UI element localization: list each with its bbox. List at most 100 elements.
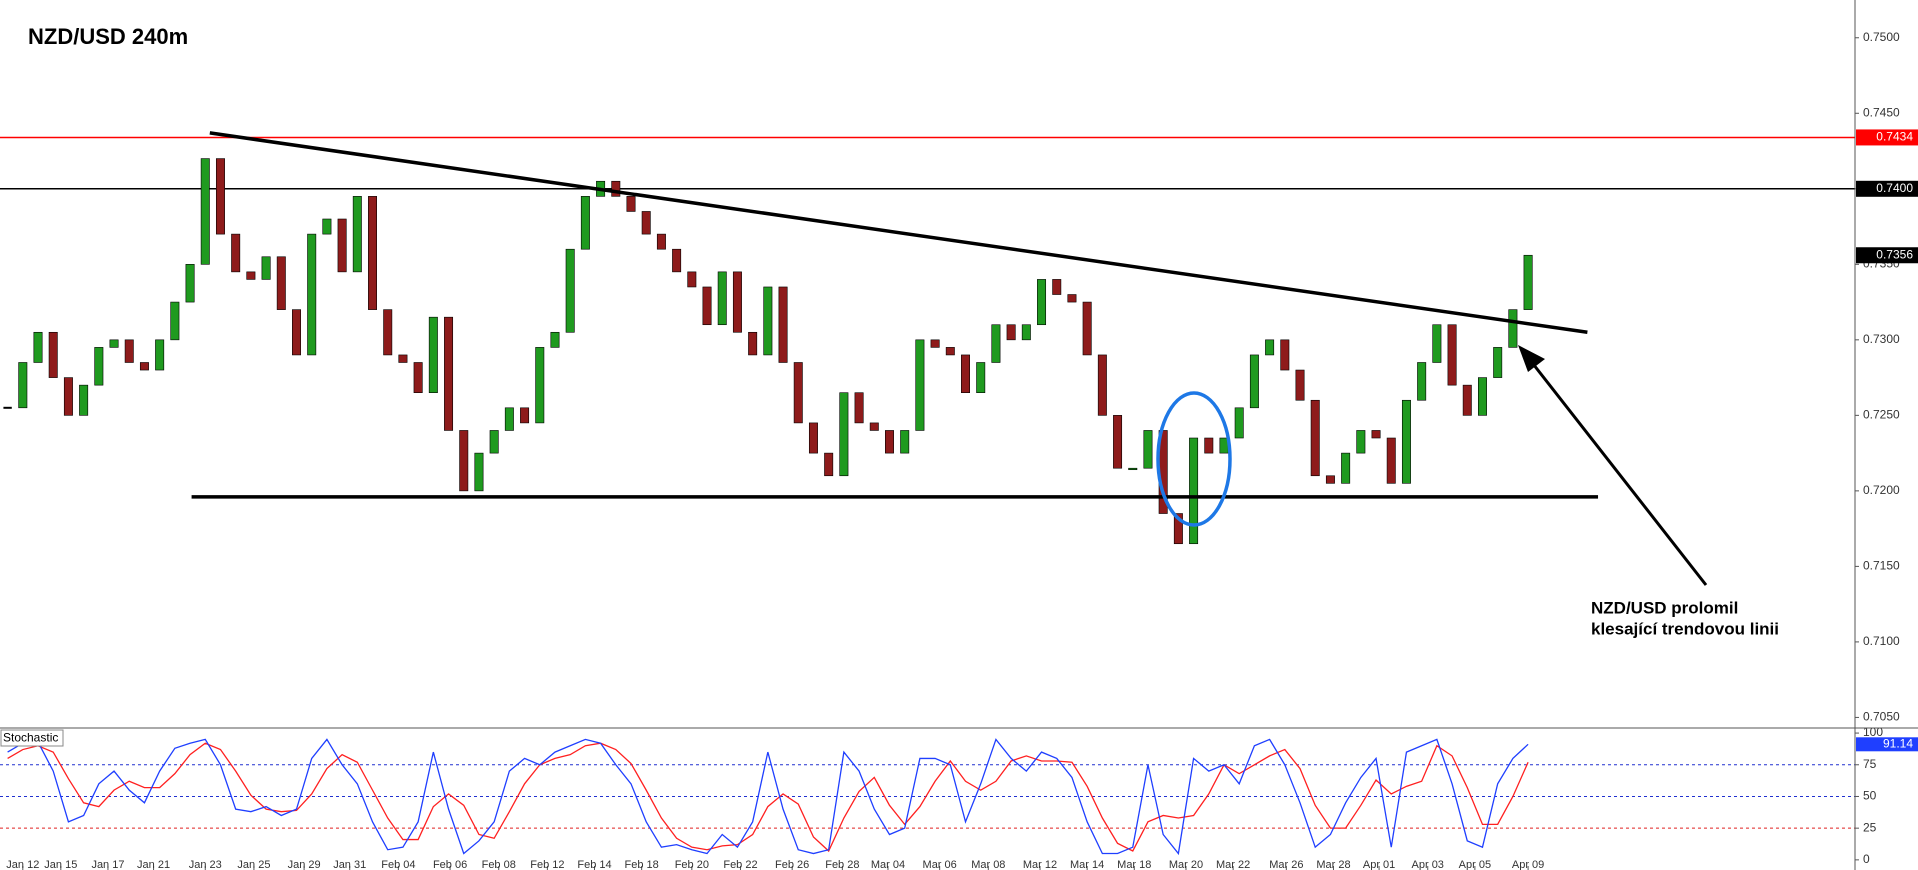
candle [1523,254,1533,310]
candle [307,233,317,356]
candle [535,347,545,424]
candle [18,362,28,409]
x-tick-label: Mar 14 [1070,859,1104,870]
candle [672,248,682,273]
candle [1310,399,1320,477]
x-tick-label: Mar 18 [1117,859,1151,870]
x-tick-label: Apr 01 [1363,859,1395,870]
candle [930,339,940,348]
candle [1021,324,1031,341]
x-tick-label: Jan 15 [44,859,77,870]
candle [200,158,210,265]
plot-layer: 0.70500.71000.71500.72000.72500.73000.73… [0,30,1900,870]
highlight-ellipse [1156,391,1232,527]
candle [656,233,666,250]
candle [945,347,955,356]
level-badge-label: 0.7400 [1876,181,1913,195]
x-tick-label: Apr 05 [1459,859,1491,870]
y-tick-label: 0.7100 [1863,634,1900,648]
level-badge [1856,129,1918,146]
candle [839,392,849,477]
y-tick-label: 0 [1863,852,1870,866]
candle [3,406,12,409]
candle [915,339,925,431]
candle [155,339,165,371]
candle [1006,324,1016,341]
x-tick-label: Jan 23 [189,859,222,870]
candle [368,196,378,310]
y-tick-label: 0.7250 [1863,408,1900,422]
y-tick-label: 100 [1863,725,1883,739]
candle [246,271,256,280]
candle [748,331,758,356]
candle [687,271,697,288]
candle [231,233,241,273]
x-tick-label: Feb 28 [825,859,859,870]
candle [961,354,970,393]
candle [1447,324,1457,386]
candle [1234,407,1244,439]
y-tick-label: 25 [1863,820,1877,834]
candle [717,271,727,326]
candle [428,316,438,393]
candle [276,256,286,310]
candle [824,452,834,477]
stochastic-badge-label: 91.14 [1883,736,1913,750]
y-tick-label: 50 [1863,789,1877,803]
candle [1493,347,1503,378]
candle [793,362,803,424]
x-tick-label: Feb 18 [625,859,659,870]
candle [1143,430,1153,469]
candle [444,316,454,431]
candle [63,377,73,416]
candle [854,392,864,424]
candle [1462,384,1472,416]
x-tick-label: Feb 12 [530,859,564,870]
x-tick-label: Feb 08 [482,859,516,870]
x-tick-label: Mar 04 [871,859,905,870]
y-tick-label: 0.7450 [1863,105,1900,119]
y-tick-label: 0.7200 [1863,483,1900,497]
candle [565,248,575,333]
candle [398,354,408,363]
candle [991,324,1001,363]
x-tick-label: Mar 12 [1023,859,1057,870]
x-tick-label: Jan 12 [6,859,39,870]
arrow-head [1518,345,1545,372]
candle [702,286,712,326]
annotation-text: NZD/USD prolomil [1591,598,1738,617]
candle [1477,377,1487,416]
x-tick-label: Mar 26 [1269,859,1303,870]
candle [1325,475,1335,484]
candle [489,430,499,454]
candle [185,264,195,303]
x-tick-label: Feb 06 [433,859,467,870]
candle [1356,430,1366,454]
candle [1401,399,1411,484]
x-tick-label: Jan 21 [137,859,170,870]
x-tick-label: Apr 03 [1412,859,1444,870]
last-price-label: 0.7356 [1876,247,1913,261]
candle [520,407,530,424]
candle [459,430,469,492]
level-badge-label: 0.7434 [1876,130,1913,144]
candle [215,158,225,235]
candle [1295,369,1305,401]
candle [94,347,104,386]
annotation-text: klesající trendovou linii [1591,619,1779,638]
candle [1082,301,1092,356]
indicator-label-box [0,729,64,747]
candle [763,286,773,356]
x-tick-label: Mar 28 [1316,859,1350,870]
candle [474,452,484,492]
candle [885,430,894,454]
y-tick-label: 0.7300 [1863,332,1900,346]
candle [1249,354,1259,409]
candle [1173,513,1183,545]
x-tick-label: Mar 06 [923,859,957,870]
candle [1113,415,1123,469]
x-tick-label: Mar 20 [1169,859,1203,870]
candle [1097,354,1107,416]
trendline [209,131,1588,335]
stochastic-badge [1856,737,1918,752]
